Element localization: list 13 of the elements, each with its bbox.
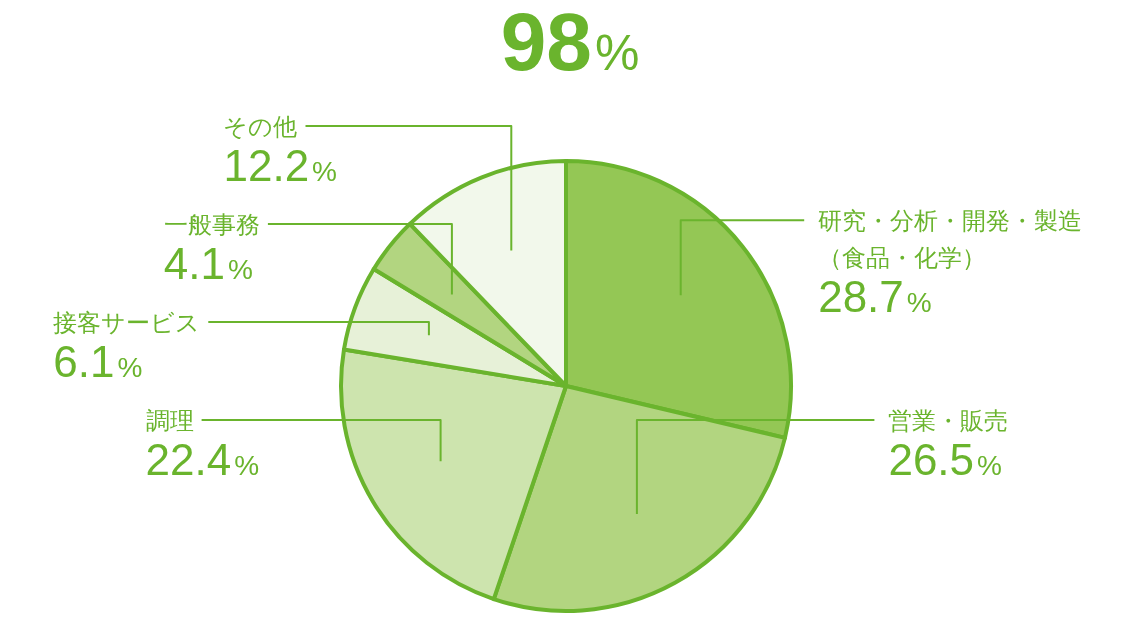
data-label: 28.7% [818, 272, 932, 322]
slice-label: 研究・分析・開発・製造（食品・化学） [818, 207, 1083, 272]
data-label: 22.4% [145, 435, 260, 484]
chart-title: 98% [500, 0, 640, 87]
data-label: 6.1% [53, 337, 143, 386]
slice-label: 調理 [145, 407, 194, 434]
data-label: 4.1% [163, 239, 253, 288]
slice-label: 営業・販売 [888, 407, 1009, 434]
slice-label: 一般事務 [163, 211, 260, 238]
data-label: 26.5% [888, 435, 1002, 484]
slice-label: 接客サービス [53, 309, 201, 336]
data-label: 12.2% [223, 141, 338, 190]
slice-label: その他 [223, 113, 298, 140]
